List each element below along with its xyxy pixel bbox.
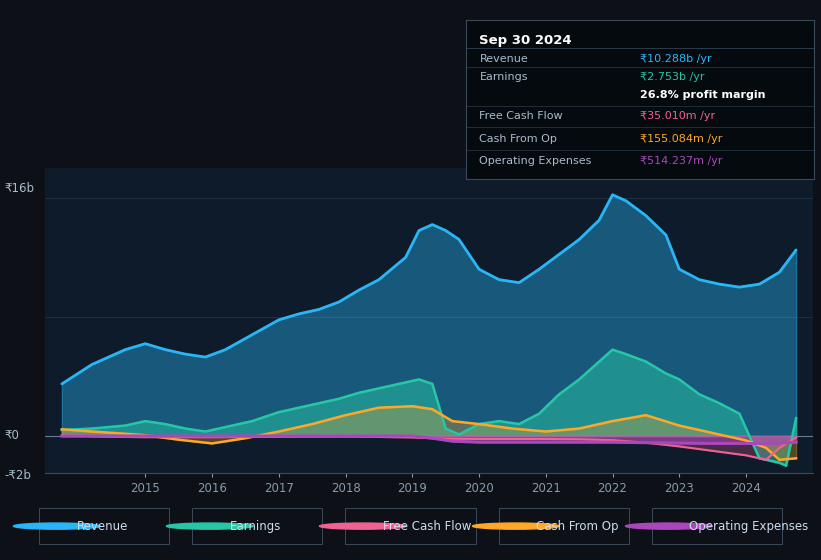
Text: Free Cash Flow: Free Cash Flow	[383, 520, 472, 533]
Text: Sep 30 2024: Sep 30 2024	[479, 34, 572, 47]
Text: ₹16b: ₹16b	[4, 182, 34, 195]
Circle shape	[13, 523, 100, 529]
Circle shape	[319, 523, 406, 529]
Text: Revenue: Revenue	[479, 54, 528, 64]
Text: ₹2.753b /yr: ₹2.753b /yr	[640, 72, 704, 82]
Text: Cash From Op: Cash From Op	[536, 520, 619, 533]
Text: -₹2b: -₹2b	[4, 469, 31, 482]
Text: ₹514.237m /yr: ₹514.237m /yr	[640, 156, 722, 166]
Text: Earnings: Earnings	[230, 520, 282, 533]
Circle shape	[626, 523, 713, 529]
Text: Cash From Op: Cash From Op	[479, 133, 557, 143]
Text: ₹0: ₹0	[4, 430, 19, 442]
Text: ₹35.010m /yr: ₹35.010m /yr	[640, 111, 715, 121]
Text: Revenue: Revenue	[77, 520, 129, 533]
Text: 26.8% profit margin: 26.8% profit margin	[640, 90, 765, 100]
Text: Operating Expenses: Operating Expenses	[690, 520, 809, 533]
Text: Operating Expenses: Operating Expenses	[479, 156, 592, 166]
Text: ₹10.288b /yr: ₹10.288b /yr	[640, 54, 712, 64]
Text: ₹155.084m /yr: ₹155.084m /yr	[640, 133, 722, 143]
Circle shape	[473, 523, 559, 529]
Text: Earnings: Earnings	[479, 72, 528, 82]
Circle shape	[167, 523, 253, 529]
Text: Free Cash Flow: Free Cash Flow	[479, 111, 563, 121]
